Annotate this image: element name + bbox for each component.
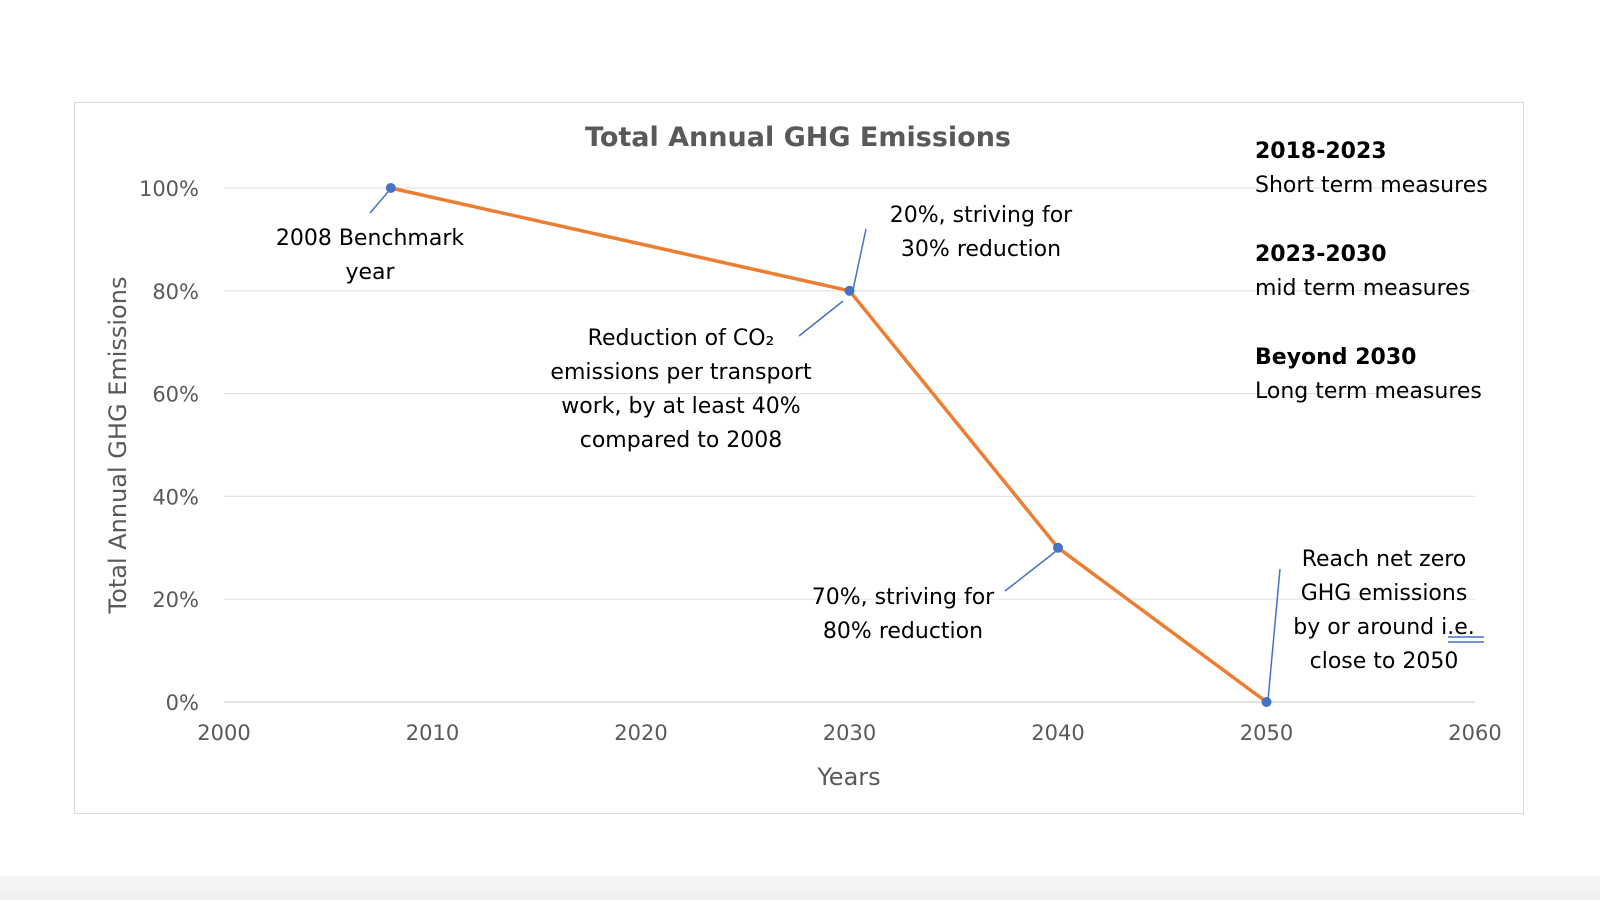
chart-title: Total Annual GHG Emissions <box>585 122 1011 153</box>
x-tick-label: 2040 <box>1031 721 1084 745</box>
y-tick-label: 100% <box>139 177 199 201</box>
data-point <box>385 183 396 193</box>
annotation-line: 30% reduction <box>901 237 1061 262</box>
x-tick-label: 2030 <box>823 721 876 745</box>
y-tick-label: 60% <box>152 383 199 407</box>
annotation-labels: 2008 Benchmark year 20%, striving for 30% r… <box>276 203 1484 674</box>
phase-description: Short term measures <box>1255 173 1488 198</box>
annotation-line: by or around i.e. <box>1293 615 1474 640</box>
annotation-leader-line <box>852 228 867 291</box>
y-axis-title: Total Annual GHG Emissions <box>104 277 132 615</box>
series-line <box>390 186 1268 704</box>
x-axis-title: Years <box>816 763 880 791</box>
annotation-line: Reduction of CO₂ <box>588 326 775 351</box>
series-layer <box>385 183 1272 707</box>
x-tick-label: 2010 <box>406 721 459 745</box>
x-tick-labels: 2000 2010 2020 2030 2040 2050 2060 <box>197 721 1501 745</box>
y-tick-label: 40% <box>152 485 199 509</box>
bottom-shade <box>0 876 1600 900</box>
annotation-label: Reach net zero GHG emissions by or around … <box>1293 547 1474 674</box>
annotation-line: Reach net zero <box>1302 547 1467 572</box>
y-tick-label: 80% <box>152 280 199 304</box>
y-tick-label: 0% <box>166 691 199 715</box>
x-tick-label: 2000 <box>197 721 250 745</box>
chart-frame <box>74 102 1524 814</box>
phase-description: mid term measures <box>1255 276 1470 301</box>
annotation-leader-line <box>798 300 844 337</box>
y-tick-labels: 0% 20% 40% 60% 80% 100% <box>139 177 199 715</box>
annotation-line: 2008 Benchmark <box>276 226 465 251</box>
annotation-leader-line <box>369 191 389 214</box>
annotation-line: 20%, striving for <box>890 203 1073 228</box>
data-point <box>1261 697 1272 707</box>
phase-legend: 2018-2023 Short term measures 2023-2030 mid… <box>1255 139 1488 404</box>
x-tick-label: 2060 <box>1448 721 1501 745</box>
x-tick-label: 2050 <box>1240 721 1293 745</box>
phase-description: Long term measures <box>1255 379 1482 404</box>
data-point <box>844 285 855 296</box>
annotation-label: 70%, striving for 80% reduction <box>812 585 995 644</box>
annotation-label: 20%, striving for 30% reduction <box>890 203 1073 262</box>
annotation-line: year <box>345 260 395 285</box>
x-tick-label: 2020 <box>614 721 667 745</box>
annotation-leader-line <box>1004 551 1056 592</box>
phase-range-label: 2018-2023 <box>1255 139 1387 164</box>
annotation-line: work, by at least 40% <box>561 394 800 419</box>
annotation-leaders <box>369 191 1281 701</box>
annotation-line: emissions per transport <box>550 360 812 385</box>
annotation-line: 70%, striving for <box>812 585 995 610</box>
annotation-line: close to 2050 <box>1310 649 1459 674</box>
annotation-label: Reduction of CO₂ emissions per transport w… <box>550 326 812 453</box>
annotation-line: compared to 2008 <box>580 428 783 453</box>
annotation-leader-line <box>1267 568 1281 701</box>
phase-range-label: 2023-2030 <box>1255 242 1387 267</box>
y-tick-label: 20% <box>152 588 199 612</box>
annotation-line: GHG emissions <box>1301 581 1468 606</box>
annotation-line: 80% reduction <box>823 619 983 644</box>
phase-range-label: Beyond 2030 <box>1255 345 1416 370</box>
data-point <box>1053 542 1063 553</box>
annotation-label: 2008 Benchmark year <box>276 226 465 285</box>
